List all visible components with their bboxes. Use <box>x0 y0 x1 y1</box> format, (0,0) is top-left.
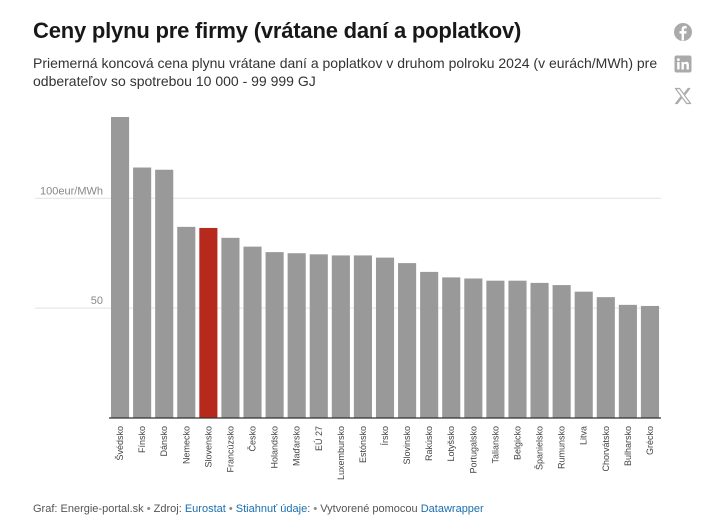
x-tick-label: Belgicko <box>512 426 522 460</box>
x-tick-label: Rumunsko <box>557 426 567 469</box>
facebook-icon <box>674 23 692 41</box>
bar-Belgicko <box>508 280 527 418</box>
x-tick-label: Španielsko <box>535 426 545 470</box>
x-tick-label: Dánsko <box>159 426 169 457</box>
x-tick-label: Lotyšsko <box>446 426 456 462</box>
bar-Írsko <box>375 257 395 418</box>
bar-Grécko <box>640 305 660 418</box>
chart-footer: Graf: Energie-portal.sk • Zdroj: Eurosta… <box>33 503 484 515</box>
bar-Švédsko <box>110 117 130 418</box>
bar-Česko <box>243 246 262 418</box>
footer-separator: • <box>146 503 151 515</box>
bar-Slovensko <box>199 227 218 418</box>
y-tick-label: 50 <box>91 295 103 307</box>
x-tick-label: EÚ 27 <box>314 426 324 451</box>
bar-Taliansko <box>486 280 505 418</box>
x-tick-label: Švédsko <box>115 426 125 461</box>
x-tick-label: Litva <box>579 426 589 445</box>
bar-Dánsko <box>155 169 174 418</box>
x-tick-label: Bulharsko <box>623 426 633 466</box>
bar-Portugalsko <box>464 278 483 418</box>
y-tick-label: 100eur/MWh <box>40 185 103 197</box>
linkedin-share-button[interactable] <box>672 53 694 75</box>
bar-Španielsko <box>530 282 549 418</box>
bar-Rakúsko <box>420 271 439 418</box>
facebook-share-button[interactable] <box>672 21 694 43</box>
x-tick-label: Portugalsko <box>468 426 478 474</box>
datawrapper-link[interactable]: Datawrapper <box>420 503 484 515</box>
bar-Slovinsko <box>398 263 417 418</box>
x-tick-label: Francúzsko <box>225 426 235 473</box>
bar-Litva <box>574 291 593 418</box>
download-colon: : <box>307 503 311 515</box>
bar-Nemecko <box>177 226 196 418</box>
footer-separator: • <box>313 503 318 515</box>
bar-EÚ 27 <box>309 254 328 418</box>
bar-chart: 50 100eur/MWh Švédsko Fínsko Dánsko Nemecko S… <box>35 117 661 480</box>
bars <box>110 117 660 418</box>
chart-title: Ceny plynu pre firmy (vrátane daní a pop… <box>33 18 522 43</box>
linkedin-icon <box>674 55 692 73</box>
x-tick-label: Fínsko <box>137 426 147 453</box>
x-tick-label: Slovinsko <box>402 426 412 465</box>
created-with-label: Vytvorené pomocou <box>320 503 418 515</box>
x-tick-label: Rakúsko <box>424 426 434 461</box>
x-axis-labels: Švédsko Fínsko Dánsko Nemecko Slovensko Franc… <box>115 426 655 480</box>
bar-Rumunsko <box>552 285 571 418</box>
bar-Holandsko <box>265 252 284 418</box>
x-tick-label: Nemecko <box>181 426 191 464</box>
bar-Lotyšsko <box>442 277 461 418</box>
x-icon <box>674 87 692 105</box>
bar-Bulharsko <box>618 304 637 418</box>
chart-subtitle: Priemerná koncová cena plynu vrátane dan… <box>33 55 658 89</box>
source-label: Zdroj: <box>153 503 182 515</box>
x-tick-label: Grécko <box>645 426 655 455</box>
x-tick-label: Taliansko <box>490 426 500 464</box>
x-tick-label: Chorvátsko <box>601 426 611 472</box>
bar-Maďarsko <box>287 253 306 418</box>
bar-Luxembursko <box>331 255 350 418</box>
graph-credit: Graf: Energie-portal.sk <box>33 503 144 515</box>
bar-Francúzsko <box>221 237 240 418</box>
download-data-link[interactable]: Stiahnuť údaje <box>235 503 308 515</box>
source-link-eurostat[interactable]: Eurostat <box>184 503 226 515</box>
x-tick-label: Luxembursko <box>336 426 346 480</box>
x-share-button[interactable] <box>672 85 694 107</box>
bar-Estónsko <box>353 255 372 418</box>
bar-Chorvátsko <box>596 297 615 418</box>
x-tick-label: Maďarsko <box>292 426 302 466</box>
bar-Fínsko <box>133 167 152 418</box>
x-tick-label: Slovensko <box>203 426 213 468</box>
x-tick-label: Estónsko <box>358 426 368 463</box>
x-tick-label: Česko <box>248 426 258 452</box>
x-tick-label: Írsko <box>380 426 390 446</box>
x-tick-label: Holandsko <box>270 426 280 469</box>
footer-separator: • <box>228 503 233 515</box>
